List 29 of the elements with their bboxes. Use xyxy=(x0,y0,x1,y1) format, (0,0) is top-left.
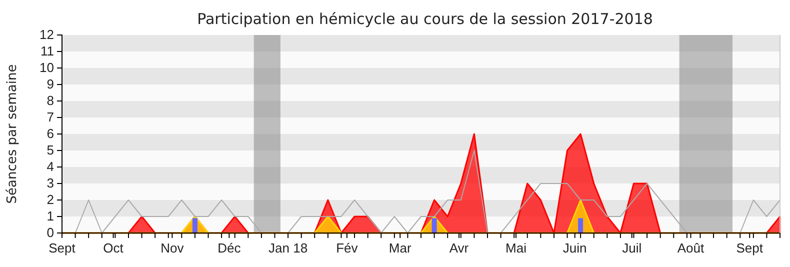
y-tick-label: 4 xyxy=(46,159,54,174)
x-tick-label: Mar xyxy=(388,240,412,256)
y-tick-label: 6 xyxy=(46,126,54,142)
y-axis-title: Séances par semaine xyxy=(5,64,20,204)
y-tick-label: 12 xyxy=(40,27,54,42)
x-tick-label: Juil xyxy=(622,240,642,256)
y-tick-label: 1 xyxy=(46,208,54,224)
x-tick-label: Déc xyxy=(218,240,242,256)
y-tick-label: 11 xyxy=(40,44,54,59)
x-tick-label: Fév xyxy=(336,240,358,256)
x-tick-label: Jan 18 xyxy=(268,240,308,256)
x-tick-label: Juin xyxy=(562,240,587,256)
x-tick-label: Oct xyxy=(103,240,124,256)
y-tick-label: 10 xyxy=(40,60,54,76)
y-tick-label: 9 xyxy=(46,76,54,92)
y-tick-label: 2 xyxy=(46,192,54,208)
x-tick-label: Août xyxy=(677,240,704,256)
x-tick-label: Sept xyxy=(48,240,76,256)
x-tick-label: Avr xyxy=(449,240,470,256)
y-tick-label: 5 xyxy=(46,142,54,158)
chart-title: Participation en hémicycle au cours de la session 2017-2018 xyxy=(197,10,653,28)
line-series xyxy=(74,150,780,234)
x-tick-label: Nov xyxy=(160,240,184,256)
x-tick-label: Sept xyxy=(736,240,764,256)
y-tick-label: 8 xyxy=(46,93,54,108)
x-tick-label: Mai xyxy=(505,240,527,256)
y-tick-label: 7 xyxy=(46,110,54,125)
y-tick-label: 3 xyxy=(46,176,54,191)
y-tick-label: 0 xyxy=(46,225,54,240)
